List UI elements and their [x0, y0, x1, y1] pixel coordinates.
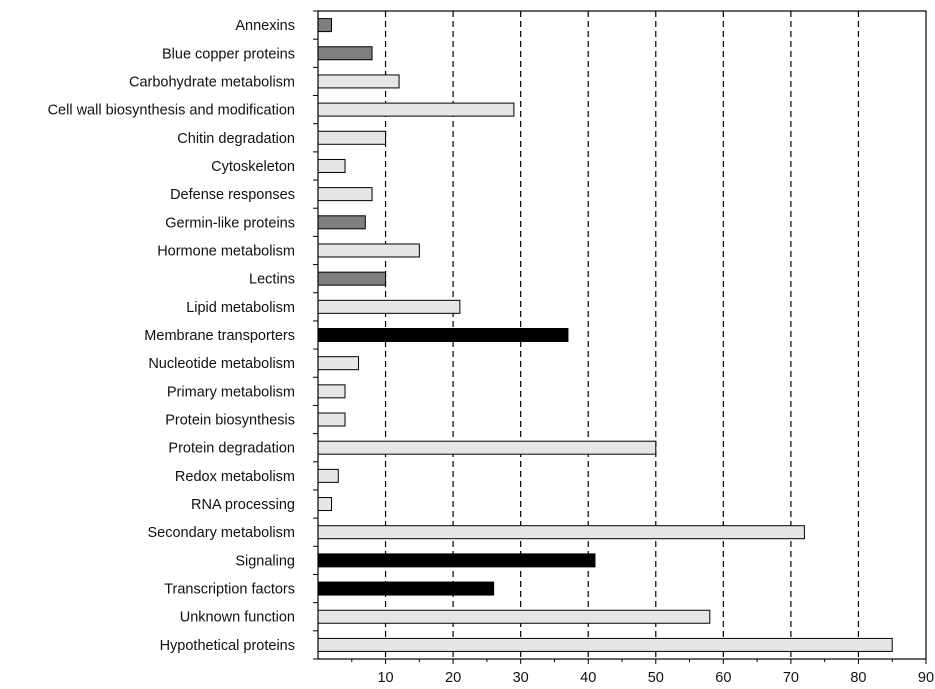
x-tick-label: 30	[513, 670, 529, 686]
x-tick-label: 10	[377, 670, 393, 686]
x-tick-label: 40	[580, 670, 596, 686]
category-label: Lectins	[249, 272, 295, 288]
bar-defense-responses	[317, 187, 373, 202]
plot-area-frame	[317, 10, 927, 660]
bar-protein-degradation	[317, 440, 657, 455]
x-tick-label: 90	[918, 670, 934, 686]
category-label: Chitin degradation	[177, 131, 295, 147]
x-axis-ticks: 10 20 30 40 50 60 70 80 90	[351, 659, 934, 686]
category-label: Transcription factors	[164, 582, 295, 598]
category-label: Cytoskeleton	[211, 159, 295, 175]
bar-germin-like-proteins	[317, 215, 366, 230]
x-tick-label: 60	[715, 670, 731, 686]
category-label: RNA processing	[191, 497, 295, 513]
category-label: Primary metabolism	[167, 384, 295, 400]
category-label: Signaling	[235, 553, 295, 569]
bar-protein-biosynthesis	[317, 412, 346, 427]
category-label: Membrane transporters	[144, 328, 295, 344]
category-label: Nucleotide metabolism	[148, 356, 295, 372]
bar-annexins	[317, 18, 333, 33]
x-tick-label: 20	[445, 670, 461, 686]
category-label: Germin-like proteins	[165, 215, 295, 231]
category-labels: Annexins Blue copper proteins Carbohydrate…	[48, 18, 295, 654]
bar-carbohydrate-metabolism	[317, 74, 400, 89]
category-label: Hypothetical proteins	[160, 638, 295, 654]
x-tick-label: 80	[850, 670, 866, 686]
bar-transcription-factors	[317, 581, 495, 596]
bar-secondary-metabolism	[317, 525, 805, 540]
bar-lectins	[317, 271, 387, 286]
category-label: Lipid metabolism	[186, 300, 295, 316]
bar-lipid-metabolism	[317, 299, 461, 314]
category-label: Secondary metabolism	[148, 525, 296, 541]
category-label: Protein biosynthesis	[165, 413, 295, 429]
bar-membrane-transporters	[317, 328, 569, 342]
bar-blue-copper-proteins	[317, 46, 373, 61]
bar-cytoskeleton	[317, 158, 346, 173]
category-label: Redox metabolism	[175, 469, 295, 485]
bar-primary-metabolism	[317, 384, 346, 399]
x-tick-label: 70	[783, 670, 799, 686]
bars	[317, 18, 893, 652]
category-label: Hormone metabolism	[157, 243, 295, 259]
bar-redox-metabolism	[317, 468, 339, 483]
bar-chitin-degradation	[317, 130, 387, 145]
bar-signaling	[317, 553, 596, 568]
category-label: Blue copper proteins	[162, 46, 295, 62]
x-tick-label: 50	[648, 670, 664, 686]
bar-rna-processing	[317, 497, 333, 512]
bar-hormone-metabolism	[317, 243, 420, 258]
bar-cell-wall-biosynthesis-and-modification	[317, 102, 515, 117]
category-label: Carbohydrate metabolism	[129, 74, 295, 90]
bar-hypothetical-proteins	[317, 637, 893, 652]
category-label: Protein degradation	[168, 441, 295, 457]
category-label: Unknown function	[180, 610, 295, 626]
bar-nucleotide-metabolism	[317, 356, 360, 371]
y-axis-ticks	[313, 10, 318, 660]
category-label: Cell wall biosynthesis and modification	[48, 103, 295, 119]
category-label: Defense responses	[170, 187, 295, 203]
bar-unknown-function	[317, 609, 711, 624]
category-label: Annexins	[235, 18, 295, 34]
